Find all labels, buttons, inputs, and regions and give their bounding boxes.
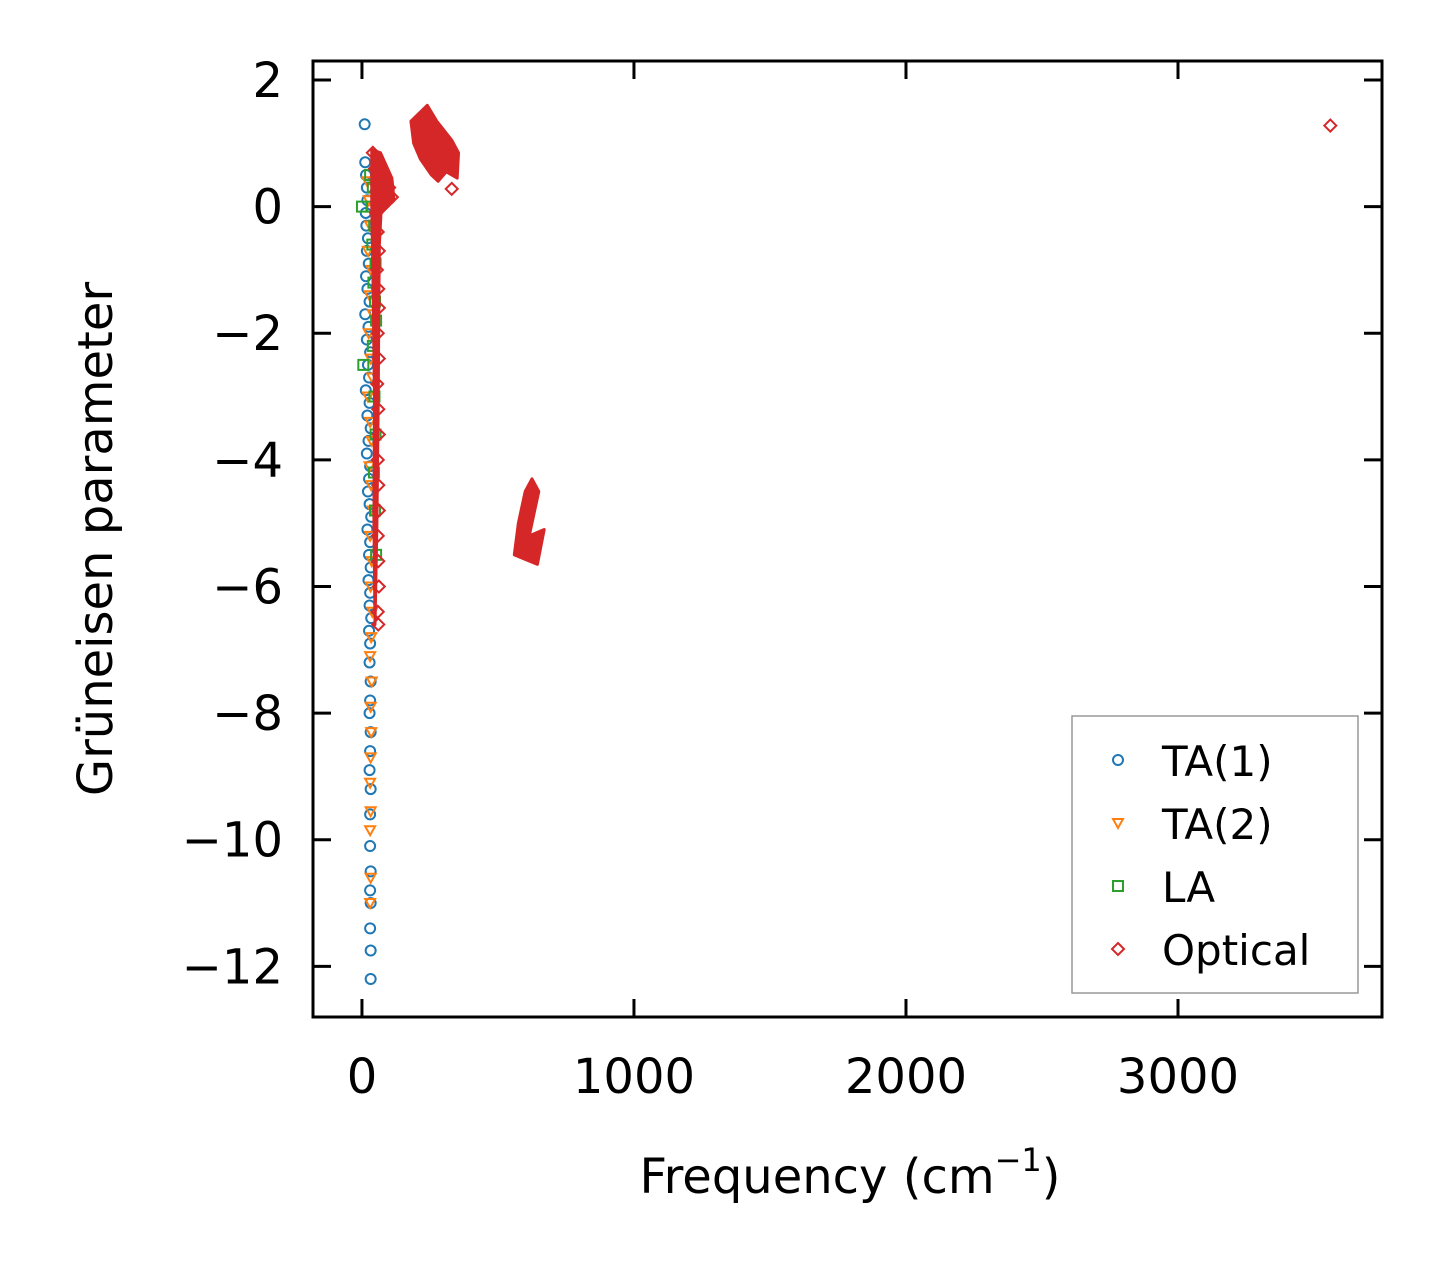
x-tick-label: 1000 bbox=[573, 1049, 695, 1105]
data-point bbox=[444, 181, 460, 197]
data-point bbox=[367, 161, 383, 177]
y-tick-label: −2 bbox=[212, 306, 283, 362]
data-point bbox=[364, 840, 377, 853]
x-axis-label: Frequency (cm−1) bbox=[639, 1141, 1060, 1205]
data-point bbox=[363, 599, 376, 612]
data-point bbox=[358, 118, 371, 131]
data-point bbox=[363, 777, 377, 790]
legend-label: TA(2) bbox=[1161, 800, 1273, 849]
data-point bbox=[363, 701, 378, 714]
y-axis: 2 0 −2 −4 −6 −8 −10 −12 bbox=[182, 53, 1382, 995]
plot-area bbox=[355, 103, 1338, 986]
legend-marker bbox=[1110, 941, 1126, 957]
legend-label: LA bbox=[1162, 863, 1215, 912]
x-tick-label: 3000 bbox=[1117, 1049, 1239, 1105]
optical-point-cluster bbox=[512, 477, 546, 566]
y-tick-label: −12 bbox=[182, 939, 283, 995]
data-point bbox=[369, 376, 385, 392]
data-point bbox=[371, 503, 387, 518]
data-point bbox=[371, 579, 387, 594]
data-point bbox=[360, 447, 373, 460]
data-point bbox=[363, 825, 377, 838]
series-optical bbox=[365, 103, 1338, 632]
data-point bbox=[370, 325, 386, 341]
data-point bbox=[370, 553, 386, 569]
data-point bbox=[364, 727, 378, 740]
data-point bbox=[364, 783, 377, 796]
legend-marker bbox=[1112, 754, 1124, 766]
data-point bbox=[370, 617, 386, 632]
data-point bbox=[363, 898, 377, 911]
data-point bbox=[371, 351, 387, 366]
data-point bbox=[374, 199, 390, 215]
data-point bbox=[359, 384, 372, 397]
data-point bbox=[364, 808, 377, 821]
data-point bbox=[371, 300, 387, 316]
data-point bbox=[371, 243, 387, 259]
data-point bbox=[363, 651, 377, 664]
data-point bbox=[370, 528, 386, 544]
x-axis: 0 1000 2000 3000 bbox=[347, 61, 1239, 1105]
data-point bbox=[363, 806, 378, 819]
x-axis-label-suffix: ) bbox=[1042, 1149, 1061, 1205]
data-point bbox=[365, 676, 379, 689]
y-tick-label: −10 bbox=[182, 813, 283, 869]
data-point bbox=[369, 262, 385, 278]
data-point bbox=[361, 523, 374, 536]
data-point bbox=[370, 281, 386, 297]
legend-marker bbox=[1112, 880, 1124, 892]
data-point bbox=[370, 401, 386, 417]
optical-point-cluster bbox=[409, 103, 461, 183]
data-point bbox=[363, 752, 378, 765]
plot-frame bbox=[311, 59, 1384, 1019]
data-point bbox=[370, 224, 386, 240]
legend-marker bbox=[1111, 818, 1125, 831]
data-point bbox=[362, 574, 375, 587]
data-point bbox=[364, 745, 377, 758]
data-point bbox=[363, 764, 376, 777]
data-point bbox=[364, 694, 377, 707]
data-point bbox=[379, 186, 394, 202]
data-point bbox=[369, 177, 385, 192]
data-point bbox=[364, 865, 377, 878]
x-axis-label-superscript: −1 bbox=[995, 1141, 1042, 1179]
legend-label: TA(1) bbox=[1161, 737, 1273, 786]
y-tick-label: −4 bbox=[212, 433, 283, 489]
data-point bbox=[370, 452, 386, 468]
data-point bbox=[384, 189, 400, 205]
data-point bbox=[361, 409, 374, 422]
data-point bbox=[377, 170, 393, 186]
data-point bbox=[364, 632, 378, 645]
data-point bbox=[1322, 118, 1338, 133]
data-point bbox=[359, 156, 372, 169]
x-tick-label: 2000 bbox=[845, 1049, 967, 1105]
data-point bbox=[364, 884, 377, 897]
legend-frame bbox=[1071, 715, 1359, 994]
y-tick-label: 0 bbox=[252, 180, 283, 236]
data-point bbox=[370, 477, 386, 493]
data-point bbox=[364, 973, 377, 986]
data-point bbox=[357, 358, 370, 371]
data-point bbox=[364, 944, 377, 957]
data-point bbox=[363, 656, 376, 669]
data-point bbox=[363, 548, 376, 561]
data-point bbox=[371, 427, 387, 442]
y-axis-label: Grüneisen parameter bbox=[68, 282, 124, 797]
y-tick-label: 2 bbox=[252, 53, 283, 109]
data-point bbox=[363, 872, 378, 885]
data-point bbox=[364, 922, 377, 935]
legend-label: Optical bbox=[1162, 926, 1310, 975]
data-point bbox=[363, 624, 376, 637]
y-tick-label: −8 bbox=[212, 686, 283, 742]
data-point bbox=[363, 416, 377, 429]
data-point bbox=[373, 161, 389, 177]
legend: TA(1) TA(2) LA Optical bbox=[1071, 715, 1359, 994]
y-tick-label: −6 bbox=[212, 559, 283, 615]
x-tick-label: 0 bbox=[347, 1049, 378, 1105]
data-point bbox=[365, 145, 381, 161]
data-point bbox=[360, 270, 373, 283]
